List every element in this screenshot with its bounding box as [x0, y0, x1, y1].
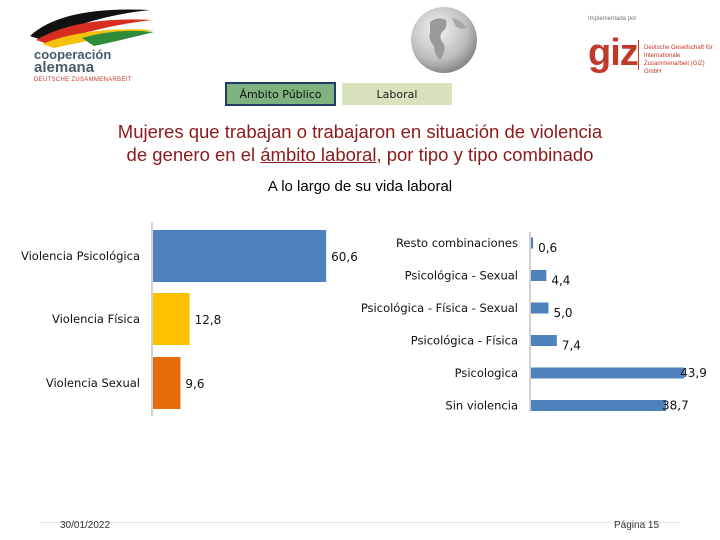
slide-title: Mujeres que trabajan o trabajaron en sit…: [40, 120, 680, 166]
chart-subtitle: A lo largo de su vida laboral: [267, 178, 453, 195]
title-line-2-end: , por tipo y tipo combinado: [376, 144, 594, 165]
logo-text-cooperacion: cooperación: [34, 47, 112, 62]
value-label-violencia-fisica: 12,8: [195, 313, 222, 327]
bar-violencia-sexual: [153, 357, 181, 409]
category-label-sin-violencia: Sin violencia: [445, 399, 518, 413]
giz-full-name: Deutsche Gesellschaft für Internationale…: [644, 45, 713, 75]
title-line-2-underlined: ámbito laboral: [260, 144, 377, 165]
footer-date: 30/01/2022: [60, 520, 111, 531]
giz-separator: [638, 40, 639, 70]
bar-resto-combinaciones: [531, 237, 534, 249]
bar-violencia-psicologica: [153, 230, 327, 282]
category-label-resto-combinaciones: Resto combinaciones: [396, 236, 518, 250]
bar-sin-violencia: [531, 400, 667, 411]
tab-laboral[interactable]: Laboral: [342, 83, 452, 105]
bar-psicologica-sexual: [531, 270, 547, 281]
category-label-psicologica-fisica: Psicológica - Física: [411, 334, 518, 348]
german-bolivian-flag-icon: [30, 9, 154, 48]
bar-psicologica: [531, 367, 685, 379]
value-label-psicologica-sexual: 4,4: [551, 274, 570, 288]
value-label-sin-violencia: 38,7: [662, 399, 689, 413]
value-label-resto-combinaciones: 0,6: [538, 241, 557, 255]
value-label-violencia-sexual: 9,6: [185, 377, 204, 391]
value-label-psicologica: 43,9: [680, 366, 707, 380]
category-label-violencia-psicologica: Violencia Psicológica: [21, 249, 140, 263]
value-label-psicologica-fisica: 7,4: [562, 339, 581, 353]
bar-psicologica-fisica: [531, 335, 557, 346]
logo-text-deutsche: DEUTSCHE ZUSAMMENARBEIT: [34, 77, 132, 83]
bar-violencia-fisica: [153, 293, 190, 345]
cooperacion-alemana-logo: cooperación alemana DEUTSCHE ZUSAMMENARB…: [22, 6, 172, 86]
category-label-psicologica: Psicologica: [455, 366, 518, 380]
giz-logo: Implementada por giz Deutsche Gesellscha…: [588, 14, 713, 84]
globe-icon: [411, 7, 477, 73]
title-line-1: Mujeres que trabajan o trabajaron en sit…: [117, 121, 603, 142]
bar-psicologica-fisica-sexual: [531, 302, 549, 314]
logo-text-alemana: alemana: [34, 59, 95, 76]
category-label-violencia-fisica: Violencia Física: [52, 312, 140, 326]
value-label-violencia-psicologica: 60,6: [331, 250, 358, 264]
footer-page-number: Página 15: [614, 520, 660, 531]
category-label-psicologica-fisica-sexual: Psicológica - Física - Sexual: [361, 301, 518, 315]
giz-brand-text: giz: [588, 32, 639, 74]
category-label-violencia-sexual: Violencia Sexual: [46, 376, 140, 390]
implemented-by-text: Implementada por: [588, 16, 637, 22]
title-line-2-start: de genero en el: [126, 144, 261, 165]
tab-ambito-publico[interactable]: Ámbito Público: [225, 82, 336, 106]
value-label-psicologica-fisica-sexual: 5,0: [553, 306, 572, 320]
footer-divider: [40, 522, 680, 523]
category-label-psicologica-sexual: Psicológica - Sexual: [405, 269, 518, 283]
